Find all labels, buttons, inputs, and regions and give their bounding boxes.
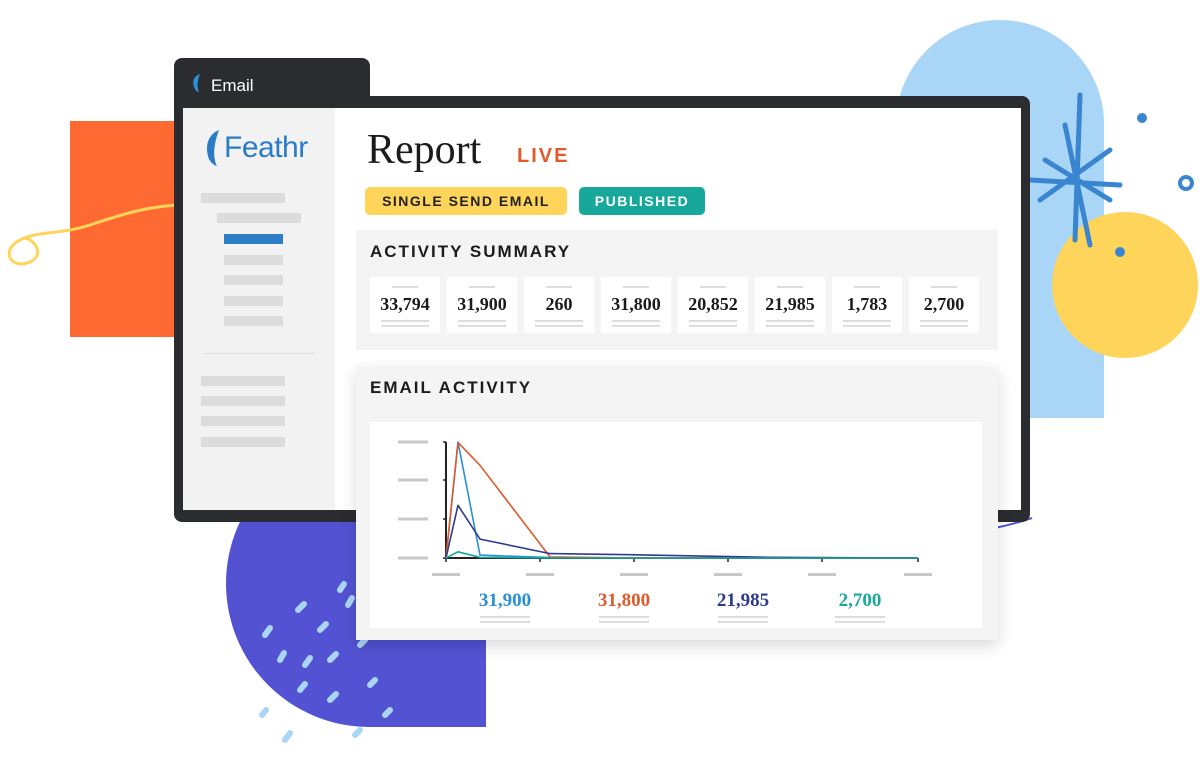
stat-caption-placeholder: [612, 325, 660, 327]
stat-label-placeholder: [392, 286, 418, 288]
line-chart: [398, 440, 932, 576]
stat-box: 31,800: [601, 277, 671, 333]
stat-box: 1,783: [832, 277, 902, 333]
legend-value: 31,800: [597, 590, 651, 611]
sidebar-item-8[interactable]: [201, 396, 285, 406]
series-line-3: [445, 551, 918, 559]
badge-single-send-email: SINGLE SEND EMAIL: [365, 187, 567, 215]
stat-value: 21,985: [765, 294, 815, 314]
stat-box: 21,985: [755, 277, 825, 333]
stat-label-placeholder: [777, 286, 803, 288]
stat-caption-placeholder: [458, 320, 506, 322]
y-tick-placeholder: [398, 440, 428, 444]
email-activity-card: EMAIL ACTIVITY 31,900 31,800 21,985 2,700: [356, 366, 998, 640]
stat-label-placeholder: [931, 286, 957, 288]
x-tick-placeholder: [714, 573, 742, 576]
stat-caption-placeholder: [535, 320, 583, 322]
email-activity-title: EMAIL ACTIVITY: [370, 378, 533, 397]
sidebar-item-10[interactable]: [201, 437, 285, 447]
legend-caption-placeholder: [599, 616, 649, 618]
stat-label-placeholder: [623, 286, 649, 288]
email-activity-chart: 31,900 31,800 21,985 2,700: [370, 422, 982, 628]
stat-value: 31,800: [611, 294, 661, 314]
series-line-1: [445, 441, 918, 559]
page-title: Report: [367, 127, 482, 173]
sidebar-item-7[interactable]: [201, 376, 285, 386]
sidebar-item-6[interactable]: [224, 316, 283, 326]
x-tick-placeholder: [620, 573, 648, 576]
x-tick-placeholder: [808, 573, 836, 576]
decor-orange-block: [70, 121, 182, 337]
stat-caption-placeholder: [689, 325, 737, 327]
stat-caption-placeholder: [612, 320, 660, 322]
stat-caption-placeholder: [843, 325, 891, 327]
legend-caption-placeholder: [480, 616, 530, 618]
legend-caption-placeholder: [835, 621, 885, 623]
legend-caption-placeholder: [835, 616, 885, 618]
stat-box: 260: [524, 277, 594, 333]
stat-value: 31,900: [457, 294, 507, 314]
stat-label-placeholder: [854, 286, 880, 288]
sidebar-item-4[interactable]: [224, 275, 283, 285]
stat-box: 31,900: [447, 277, 517, 333]
stat-caption-placeholder: [843, 320, 891, 322]
legend-value: 21,985: [716, 590, 770, 611]
y-tick-placeholder: [398, 478, 428, 482]
x-tick-placeholder: [904, 573, 932, 576]
stat-label-placeholder: [546, 286, 572, 288]
legend-caption-placeholder: [480, 621, 530, 623]
sidebar-item-active[interactable]: [224, 234, 283, 244]
stat-caption-placeholder: [535, 325, 583, 327]
x-tick-placeholder: [432, 573, 460, 576]
stat-value: 20,852: [688, 294, 738, 314]
brand-name: Feathr: [224, 131, 308, 164]
activity-summary-card: ACTIVITY SUMMARY 33,794 31,900 260 31,800 20…: [356, 230, 998, 350]
stat-box: 20,852: [678, 277, 748, 333]
sidebar-item-5[interactable]: [224, 296, 283, 306]
stat-caption-placeholder: [920, 325, 968, 327]
stat-value: 260: [545, 294, 573, 314]
sidebar-item-1[interactable]: [201, 193, 285, 203]
legend-caption-placeholder: [718, 621, 768, 623]
stat-value: 1,783: [846, 294, 888, 314]
legend-value: 2,700: [838, 590, 882, 611]
stat-caption-placeholder: [766, 325, 814, 327]
legend-caption-placeholder: [599, 621, 649, 623]
stat-caption-placeholder: [458, 325, 506, 327]
feather-icon: [193, 74, 200, 92]
window-tab-title: Email: [211, 76, 254, 95]
legend-caption-placeholder: [718, 616, 768, 618]
stat-value: 2,700: [923, 294, 965, 314]
series-line-0: [445, 441, 918, 559]
stat-caption-placeholder: [920, 320, 968, 322]
sidebar-item-9[interactable]: [201, 416, 285, 426]
stat-caption-placeholder: [381, 320, 429, 322]
stat-caption-placeholder: [689, 320, 737, 322]
live-status-label: LIVE: [517, 145, 570, 167]
stat-label-placeholder: [700, 286, 726, 288]
stat-value: 33,794: [380, 294, 430, 314]
x-tick-placeholder: [526, 573, 554, 576]
sidebar-divider: [203, 353, 315, 354]
stat-caption-placeholder: [766, 320, 814, 322]
activity-summary-title: ACTIVITY SUMMARY: [370, 242, 572, 261]
stat-label-placeholder: [469, 286, 495, 288]
feather-logo-icon: [207, 130, 219, 166]
stat-caption-placeholder: [381, 325, 429, 327]
stat-box: 2,700: [909, 277, 979, 333]
y-tick-placeholder: [398, 556, 428, 560]
badge-published: PUBLISHED: [579, 187, 705, 215]
sidebar-item-3[interactable]: [224, 255, 283, 265]
legend-value: 31,900: [478, 590, 532, 611]
y-tick-placeholder: [398, 517, 428, 521]
stat-box: 33,794: [370, 277, 440, 333]
sidebar-item-2[interactable]: [217, 213, 301, 223]
sidebar: [183, 108, 335, 510]
